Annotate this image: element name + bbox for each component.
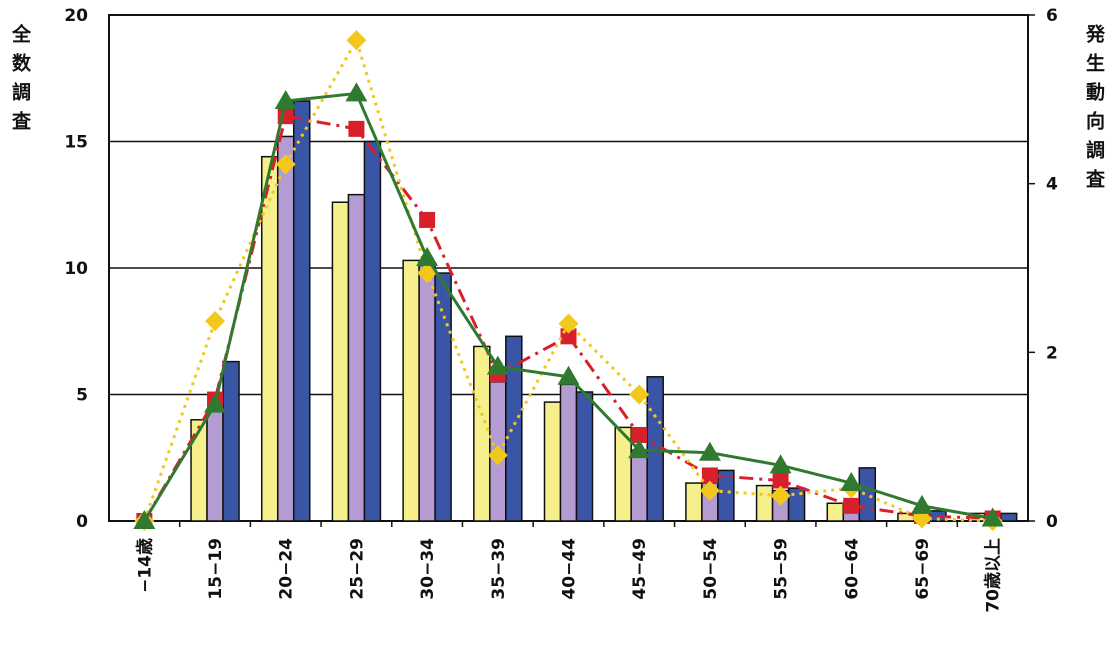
diamond-marker	[275, 154, 296, 175]
category-label: 30−34	[418, 538, 438, 600]
category-label: 50−54	[701, 538, 721, 600]
triangle-marker	[274, 90, 297, 110]
bar	[755, 484, 774, 522]
axis-ticks: 0 5 10 15 20 0 2 4 6 −14歳 15−19 20−24 25−29 30−34 35−3…	[64, 6, 1058, 613]
bar	[206, 408, 224, 522]
bar	[292, 100, 311, 522]
diamond-marker	[629, 384, 650, 405]
bar	[630, 449, 648, 522]
left-tick-label: 5	[76, 386, 88, 406]
right-tick-label: 6	[1046, 6, 1058, 26]
bar	[543, 401, 562, 522]
bar	[826, 502, 845, 522]
category-label: 60−64	[842, 538, 862, 600]
line-series-group	[133, 30, 1004, 531]
bar	[331, 201, 350, 522]
left-tick-label: 10	[64, 259, 88, 279]
square-marker	[419, 211, 436, 228]
bar	[575, 391, 594, 522]
category-label: 40−44	[560, 538, 580, 600]
left-tick-label: 20	[64, 6, 88, 26]
category-label: 70歳以上	[983, 538, 1004, 613]
category-label: −14歳	[134, 538, 155, 593]
bar	[858, 467, 877, 522]
category-label: 25−29	[347, 538, 367, 600]
right-tick-label: 0	[1046, 512, 1058, 532]
triangle-marker	[840, 472, 863, 492]
left-axis-title: 全数調査	[9, 24, 31, 140]
category-label: 55−59	[772, 538, 792, 600]
bar	[787, 487, 806, 522]
category-label: 35−39	[489, 538, 509, 600]
left-tick-label: 0	[76, 512, 88, 532]
diamond-marker	[487, 445, 508, 466]
triangle-marker	[698, 441, 721, 461]
category-label: 45−49	[630, 538, 650, 600]
triangle-marker	[486, 355, 509, 375]
triangle-marker	[416, 246, 439, 266]
triangle-marker	[981, 507, 1004, 527]
triangle-marker	[557, 365, 580, 385]
bar-series-group	[190, 100, 1018, 522]
square-marker	[701, 467, 718, 484]
diamond-marker	[911, 508, 932, 529]
bar	[260, 155, 279, 522]
category-label: 20−24	[277, 538, 297, 600]
bar	[559, 383, 578, 522]
triangle-marker	[133, 510, 156, 529]
triangle-marker	[345, 82, 368, 102]
triangle-marker	[204, 393, 227, 413]
right-tick-label: 4	[1046, 175, 1058, 195]
diamond-marker	[558, 313, 579, 334]
right-axis-title: 発生動向調査	[1083, 24, 1105, 198]
bar	[418, 264, 436, 522]
bar	[505, 335, 523, 522]
bar	[276, 135, 295, 522]
category-label: 15−19	[206, 538, 226, 600]
triangle-marker	[769, 454, 792, 474]
bar	[363, 140, 382, 522]
diamond-marker	[699, 480, 720, 501]
bar	[347, 193, 366, 522]
square-marker	[772, 472, 789, 489]
diamond-marker	[346, 30, 367, 51]
diamond-marker	[205, 311, 226, 332]
triangle-marker	[910, 494, 933, 514]
bar	[473, 345, 491, 522]
square-marker	[843, 497, 860, 514]
bar	[999, 512, 1018, 522]
bar	[402, 259, 420, 522]
square-marker	[631, 426, 648, 443]
left-tick-label: 15	[64, 133, 88, 153]
bar	[685, 482, 703, 522]
square-marker	[348, 120, 365, 137]
category-label: 65−69	[913, 538, 933, 600]
bar	[434, 272, 452, 522]
bar	[222, 360, 240, 522]
diamond-marker	[770, 485, 791, 506]
bar	[717, 469, 735, 522]
right-tick-label: 2	[1046, 343, 1058, 363]
triangle-marker	[628, 439, 651, 459]
